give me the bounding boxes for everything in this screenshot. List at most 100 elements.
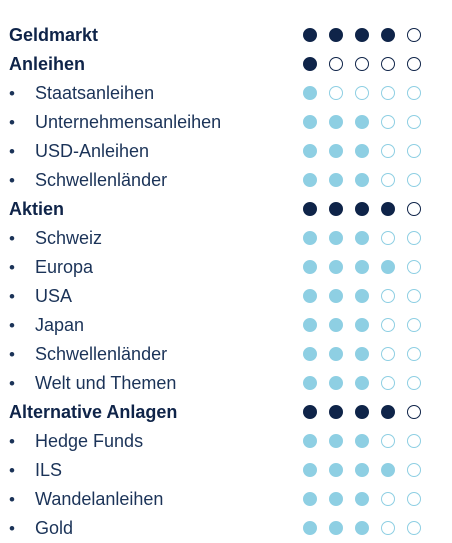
subcategory-row: • Wandelanleihen — [0, 485, 452, 514]
empty-dot-icon — [407, 144, 421, 158]
row-label-text: Aktien — [9, 199, 65, 219]
rating-dots — [303, 202, 421, 218]
filled-dot-icon — [381, 28, 395, 42]
row-label-text: Hedge Funds — [35, 431, 144, 451]
rating-dots — [303, 405, 421, 421]
filled-dot-icon — [329, 115, 343, 129]
empty-dot-icon — [407, 86, 421, 100]
row-label-text: ILS — [35, 460, 63, 480]
subcategory-label: • USD-Anleihen — [9, 137, 149, 166]
filled-dot-icon — [355, 173, 369, 187]
filled-dot-icon — [303, 521, 317, 535]
empty-dot-icon — [407, 202, 421, 216]
rating-dots — [303, 434, 421, 450]
filled-dot-icon — [355, 28, 369, 42]
bullet-icon: • — [9, 461, 15, 480]
filled-dot-icon — [303, 289, 317, 303]
empty-dot-icon — [381, 376, 395, 390]
subcategory-label: • Wandelanleihen — [9, 485, 163, 514]
subcategory-label: • ILS — [9, 456, 62, 485]
filled-dot-icon — [303, 202, 317, 216]
empty-dot-icon — [407, 405, 421, 419]
subcategory-label: • Schwellenländer — [9, 166, 167, 195]
filled-dot-icon — [303, 231, 317, 245]
rating-dots — [303, 144, 421, 160]
rating-dots — [303, 260, 421, 276]
filled-dot-icon — [329, 434, 343, 448]
row-label-text: Wandelanleihen — [35, 489, 164, 509]
filled-dot-icon — [303, 115, 317, 129]
empty-dot-icon — [381, 173, 395, 187]
row-label-text: Staatsanleihen — [35, 83, 155, 103]
row-label-text: USA — [35, 286, 73, 306]
filled-dot-icon — [381, 202, 395, 216]
filled-dot-icon — [355, 463, 369, 477]
empty-dot-icon — [407, 173, 421, 187]
empty-dot-icon — [381, 57, 395, 71]
subcategory-row: • Europa — [0, 253, 452, 282]
subcategory-label: • Japan — [9, 311, 84, 340]
filled-dot-icon — [355, 434, 369, 448]
empty-dot-icon — [381, 521, 395, 535]
filled-dot-icon — [303, 260, 317, 274]
filled-dot-icon — [303, 434, 317, 448]
filled-dot-icon — [329, 260, 343, 274]
category-label: Geldmarkt — [9, 21, 98, 50]
filled-dot-icon — [355, 492, 369, 506]
subcategory-label: • Staatsanleihen — [9, 79, 154, 108]
filled-dot-icon — [329, 144, 343, 158]
filled-dot-icon — [329, 289, 343, 303]
row-label-text: USD-Anleihen — [35, 141, 150, 161]
subcategory-label: • Schweiz — [9, 224, 102, 253]
filled-dot-icon — [329, 202, 343, 216]
row-label-text: Geldmarkt — [9, 25, 99, 45]
bullet-icon: • — [9, 316, 15, 335]
bullet-icon: • — [9, 519, 15, 538]
subcategory-label: • USA — [9, 282, 72, 311]
empty-dot-icon — [381, 86, 395, 100]
row-label-text: Schwellenländer — [35, 344, 168, 364]
subcategory-row: • Gold — [0, 514, 452, 543]
bullet-icon: • — [9, 171, 15, 190]
bullet-icon: • — [9, 490, 15, 509]
bullet-icon: • — [9, 432, 15, 451]
filled-dot-icon — [381, 260, 395, 274]
row-label-text: Unternehmensanleihen — [35, 112, 222, 132]
filled-dot-icon — [355, 405, 369, 419]
filled-dot-icon — [329, 492, 343, 506]
allocation-list: Geldmarkt Anleihen • Staatsanleihen • Unterne… — [0, 21, 452, 543]
row-label-text: Welt und Themen — [35, 373, 177, 393]
empty-dot-icon — [407, 521, 421, 535]
subcategory-label: • Hedge Funds — [9, 427, 143, 456]
filled-dot-icon — [329, 376, 343, 390]
filled-dot-icon — [381, 463, 395, 477]
empty-dot-icon — [407, 57, 421, 71]
empty-dot-icon — [381, 347, 395, 361]
filled-dot-icon — [303, 173, 317, 187]
filled-dot-icon — [303, 144, 317, 158]
rating-dots — [303, 347, 421, 363]
filled-dot-icon — [329, 28, 343, 42]
empty-dot-icon — [381, 289, 395, 303]
filled-dot-icon — [329, 318, 343, 332]
empty-dot-icon — [407, 231, 421, 245]
filled-dot-icon — [329, 231, 343, 245]
filled-dot-icon — [329, 347, 343, 361]
category-row: Geldmarkt — [0, 21, 452, 50]
empty-dot-icon — [355, 86, 369, 100]
filled-dot-icon — [303, 28, 317, 42]
filled-dot-icon — [303, 405, 317, 419]
filled-dot-icon — [303, 86, 317, 100]
subcategory-row: • Hedge Funds — [0, 427, 452, 456]
subcategory-row: • Welt und Themen — [0, 369, 452, 398]
filled-dot-icon — [329, 463, 343, 477]
filled-dot-icon — [303, 57, 317, 71]
subcategory-row: • ILS — [0, 456, 452, 485]
empty-dot-icon — [381, 231, 395, 245]
empty-dot-icon — [355, 57, 369, 71]
rating-dots — [303, 463, 421, 479]
category-label: Alternative Anlagen — [9, 398, 177, 427]
category-label: Aktien — [9, 195, 64, 224]
subcategory-row: • USD-Anleihen — [0, 137, 452, 166]
empty-dot-icon — [407, 463, 421, 477]
